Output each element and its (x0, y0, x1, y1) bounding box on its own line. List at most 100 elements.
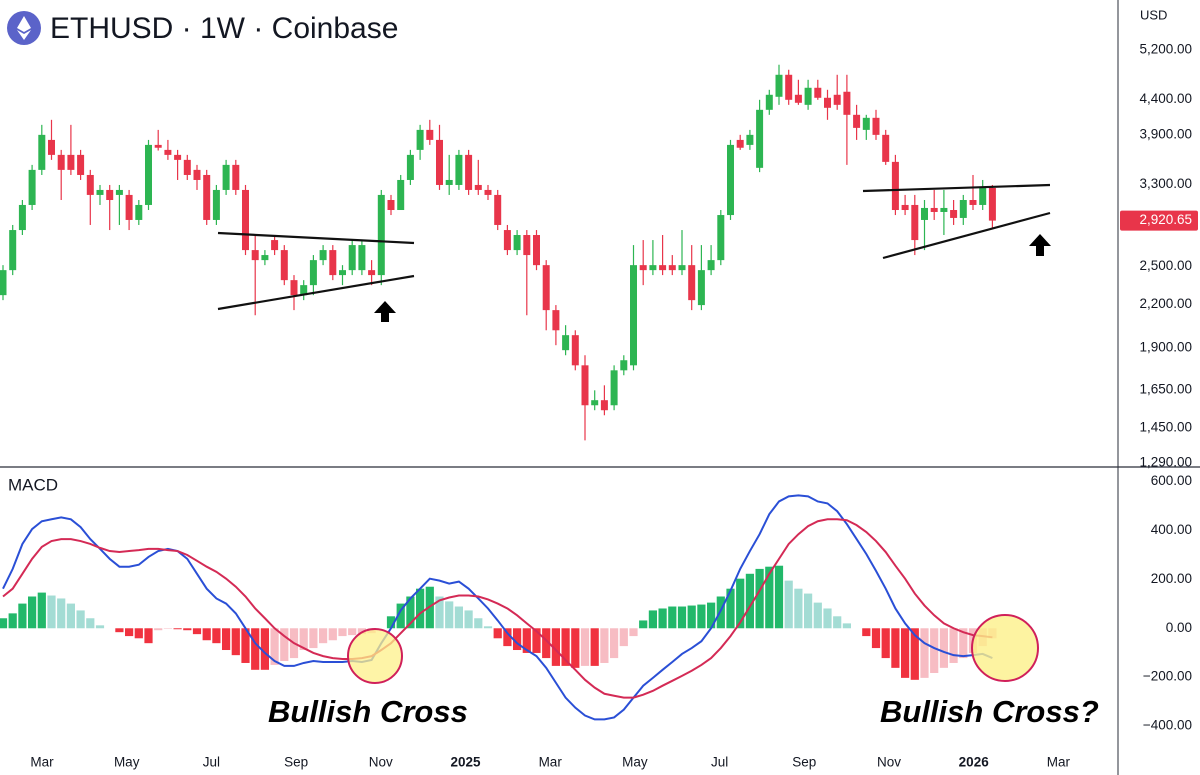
candle-body (145, 144, 152, 205)
macd-lines (2, 494, 993, 721)
histogram-bar (532, 628, 541, 653)
y-tick-label: 1,650.00 (1139, 381, 1192, 396)
histogram-bar (939, 628, 948, 668)
x-tick-label: Sep (284, 755, 308, 770)
histogram-bar (629, 628, 638, 637)
candle-body (290, 280, 298, 296)
candle-body (824, 97, 831, 108)
histogram-bar (212, 628, 221, 644)
histogram-bar (619, 628, 628, 647)
candle-body (639, 265, 647, 271)
histogram-bar (348, 628, 357, 636)
candle-body (484, 189, 492, 195)
macd-title: MACD (8, 475, 58, 494)
macd-line (2, 518, 993, 699)
candle-body (474, 184, 482, 190)
histogram-bar (76, 610, 85, 629)
x-tick-label: Jul (711, 755, 728, 770)
histogram-bar (251, 628, 260, 670)
histogram-bar (687, 605, 696, 629)
candle-body (542, 265, 550, 311)
histogram-bar (804, 593, 813, 629)
candle-body (523, 235, 531, 256)
candle-body (882, 134, 890, 162)
histogram-bar (551, 628, 560, 666)
histogram-bar (871, 628, 881, 649)
histogram-bar (406, 596, 415, 629)
candle-body (465, 154, 473, 190)
histogram-bar (561, 628, 570, 666)
histogram-bar (881, 628, 890, 659)
histogram-bar (920, 628, 929, 678)
candle-body (416, 129, 424, 150)
candle-body (794, 94, 802, 103)
histogram-bar (260, 628, 269, 670)
candle-body (872, 117, 880, 135)
histogram-bar (299, 628, 308, 651)
candle-body (183, 159, 191, 175)
x-tick-label: Mar (1047, 755, 1071, 770)
histogram-bar (794, 588, 803, 629)
histogram-bar (707, 602, 716, 629)
histogram-bar (18, 603, 27, 629)
histogram-bar (37, 592, 46, 629)
candle-body (533, 235, 540, 266)
histogram-bar (600, 628, 609, 663)
candle-body (688, 265, 696, 301)
x-tick-label: Mar (30, 755, 54, 770)
y-tick-label: 3,900.00 (1139, 126, 1192, 141)
histogram-bar (0, 618, 8, 629)
y-tick-label: 200.00 (1151, 571, 1192, 586)
trendlines (217, 183, 1051, 311)
candle-body (756, 109, 764, 168)
x-tick-label: May (114, 755, 140, 770)
histogram-bar (309, 628, 318, 649)
histogram-bar (202, 628, 211, 641)
candle-body (659, 265, 667, 271)
histogram-bar (697, 604, 706, 629)
histogram-bar (338, 628, 347, 637)
candle-body (785, 74, 793, 100)
candle-body (86, 174, 94, 195)
candle-body (203, 174, 211, 220)
y-tick-label: −400.00 (1143, 718, 1192, 733)
histogram-bar (435, 596, 444, 629)
candle-body (0, 270, 7, 296)
highlight-circle (347, 628, 403, 684)
candle-body (9, 230, 17, 271)
price-tag-box (1120, 210, 1198, 231)
histogram-bar (222, 628, 231, 651)
histogram-bar (280, 628, 289, 662)
y-tick-label: 5,200.00 (1139, 41, 1192, 56)
histogram-bar (910, 628, 919, 680)
x-tick-label: 2025 (450, 755, 481, 770)
histogram-bar (192, 628, 202, 635)
candles (0, 64, 996, 441)
arrow-up (374, 301, 396, 322)
annotation: Bullish Cross (268, 694, 468, 729)
candle-body (232, 164, 240, 190)
candle-body (339, 270, 346, 276)
histogram-bar (648, 610, 657, 629)
candle-body (513, 235, 521, 251)
candle-body (552, 310, 560, 331)
candle-body (707, 260, 715, 271)
candle-body (649, 265, 657, 271)
histogram-bar (8, 613, 17, 629)
candle-body (280, 250, 288, 281)
candle-body (387, 200, 395, 211)
y-tick-label: 0.00 (1166, 620, 1192, 635)
candle-body (988, 187, 996, 221)
candle-body (717, 215, 725, 261)
y-tick-label: −200.00 (1143, 669, 1192, 684)
candle-body (57, 154, 65, 170)
histogram-bar (115, 628, 124, 633)
histogram-bar (755, 568, 764, 629)
histogram-bar (668, 606, 677, 629)
histogram-bar (454, 606, 463, 629)
macd-line (2, 494, 993, 721)
candle-body (959, 200, 967, 218)
candle-body (406, 154, 414, 180)
histogram-bar (823, 608, 832, 629)
